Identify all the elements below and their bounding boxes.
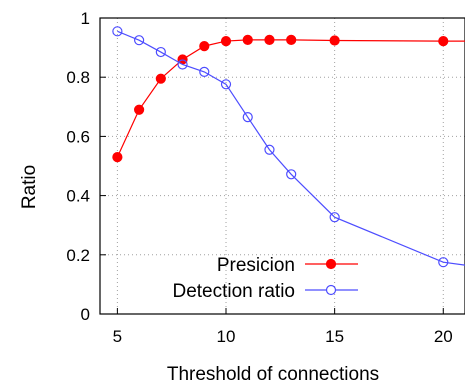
data-point xyxy=(329,212,340,223)
data-point xyxy=(155,46,166,58)
y-tick-label: 0.4 xyxy=(66,187,90,206)
x-tick-label: 20 xyxy=(434,327,453,346)
x-tick-label: 5 xyxy=(113,327,122,346)
axis-ticks: 00.20.40.60.815 10 15 20 xyxy=(66,9,452,346)
data-point xyxy=(242,112,253,123)
data-point xyxy=(134,104,145,115)
data-point xyxy=(242,34,253,46)
legend-swatch-marker xyxy=(325,284,337,296)
data-point xyxy=(264,34,275,46)
y-tick-label: 0 xyxy=(81,305,90,324)
series-detection-ratio xyxy=(112,26,465,268)
data-point xyxy=(199,66,210,77)
data-point xyxy=(438,35,449,47)
data-point xyxy=(177,59,188,70)
y-tick-label: 0.6 xyxy=(66,127,90,146)
y-tick-label: 1 xyxy=(81,9,90,28)
data-point xyxy=(286,169,297,180)
series-layer xyxy=(112,26,465,268)
y-axis-title: Ratio xyxy=(19,165,40,209)
legend-label: Presicion xyxy=(217,255,295,276)
data-point xyxy=(155,73,166,84)
x-tick-label: 15 xyxy=(325,327,344,346)
data-point xyxy=(112,152,123,163)
data-point xyxy=(199,41,210,52)
series-line xyxy=(117,30,465,266)
x-axis-title: Threshold of connections xyxy=(167,364,379,385)
y-tick-label: 0.8 xyxy=(66,68,90,87)
data-point xyxy=(112,26,123,37)
data-point xyxy=(134,35,145,46)
legend-item: Detection ratio xyxy=(172,281,358,302)
data-point xyxy=(286,34,297,46)
y-tick-label: 0.2 xyxy=(66,246,90,265)
legend-swatch-marker xyxy=(325,258,337,270)
data-point xyxy=(264,144,275,155)
data-point xyxy=(220,79,232,90)
legend: Presicion Detection ratio xyxy=(172,255,358,302)
x-tick-label: 10 xyxy=(217,327,236,346)
legend-item: Presicion xyxy=(217,255,358,276)
data-point xyxy=(438,257,449,268)
data-point xyxy=(220,35,232,47)
series-line xyxy=(116,39,465,158)
plot-frame xyxy=(99,17,465,315)
plot-border xyxy=(99,17,465,315)
legend-label: Detection ratio xyxy=(172,281,295,302)
data-point xyxy=(329,35,340,46)
